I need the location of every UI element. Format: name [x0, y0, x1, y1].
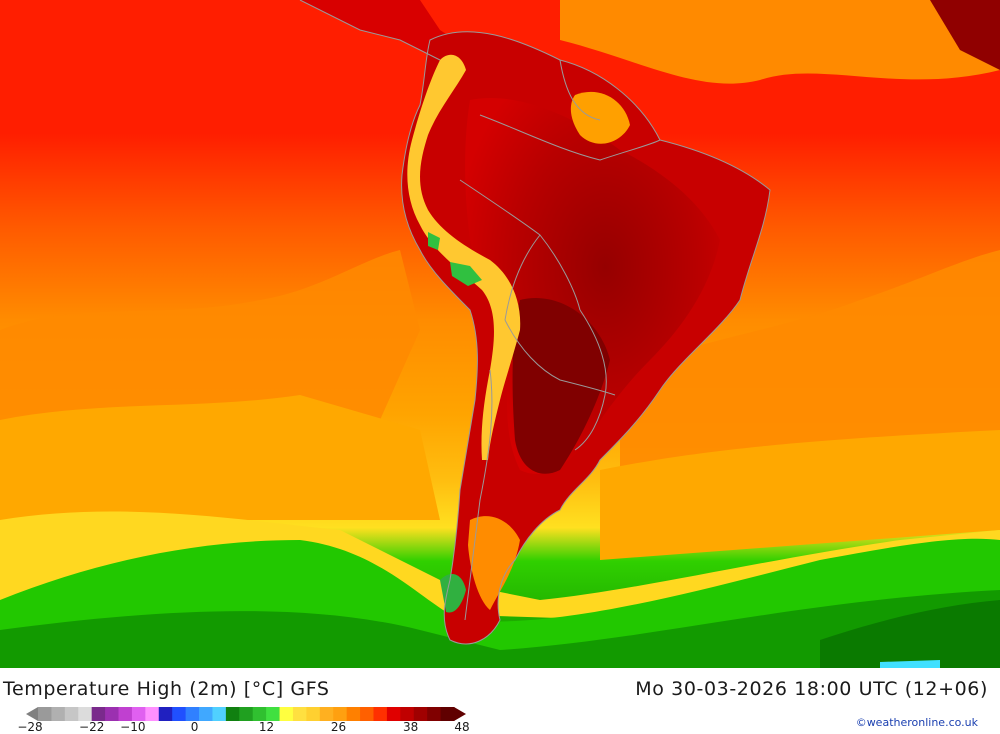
scale-label: 38 [402, 720, 419, 734]
scale-label: 48 [454, 720, 470, 734]
scale-swatch [252, 707, 267, 721]
south-america-darkest-core [512, 298, 610, 474]
credit-link[interactable]: ©weatheronline.co.uk [855, 716, 978, 729]
ocean-band-light-orange-east [600, 430, 1000, 560]
scale-swatch [319, 707, 334, 721]
scale-swatch [78, 707, 93, 721]
scale-label: −28 [17, 720, 43, 734]
scale-arrow-left [26, 707, 38, 721]
scale-label: 0 [190, 720, 199, 734]
ocean-band-orange-top [560, 0, 1000, 84]
scale-swatch [51, 707, 66, 721]
ocean-cyan-patch [880, 660, 940, 668]
scale-swatch [413, 707, 428, 721]
forecast-datetime: Mo 30-03-2026 18:00 UTC (12+06) [635, 678, 988, 700]
scale-swatch [105, 707, 120, 721]
scale-swatch [225, 707, 240, 721]
caribbean-land-ne [930, 0, 1000, 70]
scale-swatch [158, 707, 173, 721]
map-footer: Temperature High (2m) [°C] GFS Mo 30-03-… [0, 668, 1000, 734]
patagonia-orange [468, 516, 520, 610]
scale-swatch [346, 707, 361, 721]
scale-swatch [427, 707, 442, 721]
scale-arrow-right [454, 707, 466, 721]
andes-highlands [407, 54, 521, 460]
guiana-highlands-warm [570, 91, 630, 144]
scale-swatch [131, 707, 146, 721]
scale-swatch [306, 707, 321, 721]
scale-label: 12 [258, 720, 275, 734]
ocean-band-dark-green [0, 590, 1000, 668]
scale-swatch [91, 707, 106, 721]
ocean-band-deep-green [820, 600, 1000, 668]
scale-swatch [333, 707, 348, 721]
patagonia-south-green [440, 574, 466, 613]
ocean-band-orange-east [620, 250, 1000, 470]
scale-swatch [199, 707, 213, 721]
color-scale-bar [26, 707, 466, 721]
scale-swatch [118, 707, 133, 721]
scale-swatch [373, 707, 388, 721]
scale-label: −10 [120, 720, 146, 734]
scale-label: 26 [330, 720, 347, 734]
scale-swatch [38, 707, 52, 721]
scale-swatch [400, 707, 415, 721]
scale-swatch [279, 707, 294, 721]
temperature-map [0, 0, 1000, 668]
scale-swatch [185, 707, 200, 721]
color-scale-labels: −28 −22 −10 0 12 26 38 48 [0, 720, 480, 734]
scale-swatch [292, 707, 307, 721]
scale-swatch [386, 707, 401, 721]
central-america-land [300, 0, 470, 60]
map-title: Temperature High (2m) [°C] GFS [3, 678, 330, 700]
scale-swatch [239, 707, 254, 721]
scale-swatch [440, 707, 455, 721]
ocean-band-orange-west [0, 250, 420, 420]
andes-cold-patches [428, 232, 482, 286]
ocean-band-light-orange-west [0, 395, 440, 520]
scale-swatch [64, 707, 79, 721]
scale-swatch [360, 707, 374, 721]
scale-swatch [145, 707, 160, 721]
scale-swatch [172, 707, 187, 721]
scale-swatch [266, 707, 281, 721]
scale-swatch [212, 707, 227, 721]
country-borders [299, 0, 771, 645]
scale-label: −22 [79, 720, 105, 734]
